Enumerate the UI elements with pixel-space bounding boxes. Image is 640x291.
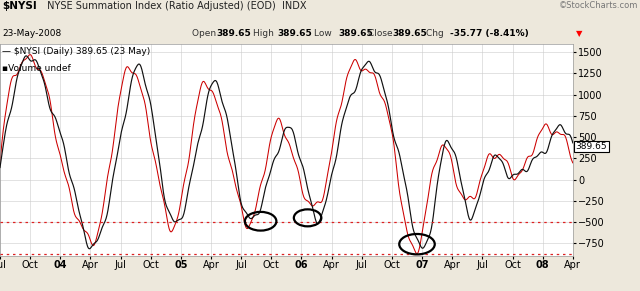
Text: Close: Close bbox=[368, 29, 396, 38]
Text: Open: Open bbox=[192, 29, 219, 38]
Text: High: High bbox=[253, 29, 276, 38]
Text: $NYSI: $NYSI bbox=[2, 1, 36, 11]
Text: ©StockCharts.com: ©StockCharts.com bbox=[559, 1, 638, 10]
Text: 389.65: 389.65 bbox=[216, 29, 251, 38]
Text: ▪Volume undef: ▪Volume undef bbox=[2, 64, 70, 73]
Text: 389.65: 389.65 bbox=[575, 142, 607, 151]
Text: 389.65: 389.65 bbox=[277, 29, 312, 38]
Text: NYSE Summation Index (Ratio Adjusted) (EOD)  INDX: NYSE Summation Index (Ratio Adjusted) (E… bbox=[44, 1, 306, 11]
Text: 389.65: 389.65 bbox=[338, 29, 372, 38]
Text: Chg: Chg bbox=[426, 29, 446, 38]
Text: -35.77 (-8.41%): -35.77 (-8.41%) bbox=[450, 29, 529, 38]
Text: ▼: ▼ bbox=[576, 29, 582, 38]
Text: 23-May-2008: 23-May-2008 bbox=[2, 29, 61, 38]
Text: Low: Low bbox=[314, 29, 334, 38]
Text: — $NYSI (Daily) 389.65 (23 May): — $NYSI (Daily) 389.65 (23 May) bbox=[2, 47, 150, 56]
Text: 389.65: 389.65 bbox=[392, 29, 427, 38]
